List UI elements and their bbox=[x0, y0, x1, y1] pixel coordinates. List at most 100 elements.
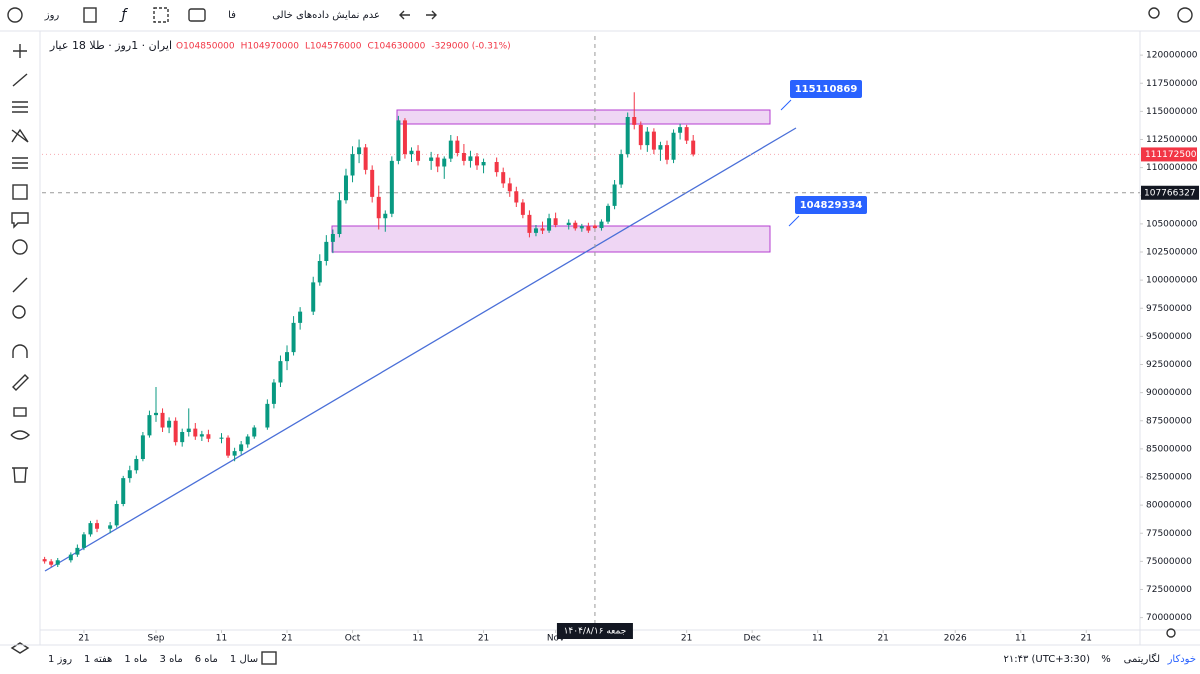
candle-body bbox=[579, 226, 584, 229]
candle-body bbox=[311, 282, 316, 312]
log-button[interactable]: لگاریتمی bbox=[1124, 653, 1160, 665]
pattern-tool[interactable] bbox=[11, 128, 29, 143]
candle-body bbox=[533, 228, 538, 233]
candle-body bbox=[370, 169, 375, 197]
layout-button[interactable] bbox=[153, 7, 169, 23]
settings-button[interactable] bbox=[1177, 7, 1193, 23]
crosshair-tool[interactable] bbox=[13, 44, 27, 58]
redo-button[interactable] bbox=[426, 10, 437, 20]
hide-tool[interactable] bbox=[10, 430, 31, 440]
y-tick-label: 92500000 bbox=[1146, 360, 1192, 370]
candle-body bbox=[193, 428, 198, 437]
x-tick-label: 21 bbox=[681, 634, 692, 644]
candle-body bbox=[199, 434, 204, 437]
candle-body bbox=[291, 322, 296, 353]
screenshot-button[interactable] bbox=[188, 8, 206, 22]
candle-body bbox=[167, 420, 172, 428]
candle-body bbox=[625, 117, 630, 155]
candle-body bbox=[140, 435, 145, 459]
y-tick-label: 105000000 bbox=[1146, 219, 1198, 229]
range-button[interactable]: 1 ماه bbox=[124, 654, 147, 665]
y-tick-label: 110000000 bbox=[1146, 163, 1198, 173]
fib-tool[interactable] bbox=[12, 101, 28, 113]
range-button[interactable]: 1 سال bbox=[230, 654, 258, 665]
range-button[interactable]: 1 هفته bbox=[84, 654, 112, 665]
candle-body bbox=[153, 412, 158, 416]
candle-body bbox=[435, 157, 440, 167]
candle-body bbox=[409, 150, 414, 155]
lock-tool[interactable] bbox=[13, 407, 27, 417]
add-symbol-button[interactable] bbox=[7, 7, 23, 23]
candle-body bbox=[95, 523, 100, 529]
shape-tool[interactable] bbox=[12, 184, 28, 200]
text-tool[interactable] bbox=[11, 212, 29, 229]
measure-tool[interactable] bbox=[12, 277, 28, 293]
candle-body bbox=[442, 158, 447, 167]
candle-body bbox=[396, 120, 401, 161]
range-button[interactable]: 1 روز bbox=[48, 654, 72, 665]
candle-body bbox=[514, 191, 519, 203]
candle-body bbox=[206, 434, 211, 439]
undo-button[interactable] bbox=[399, 10, 410, 20]
candle-body bbox=[520, 202, 525, 215]
candle-body bbox=[252, 427, 257, 437]
range-selector: 1 روز 1 هفته 1 ماه 3 ماه 6 ماه 1 سال bbox=[48, 654, 258, 665]
emoji-tool[interactable] bbox=[12, 239, 28, 255]
prediction-tool[interactable] bbox=[12, 157, 28, 169]
indicators-button[interactable]: ƒ bbox=[119, 7, 129, 23]
candle-body bbox=[475, 156, 480, 166]
crosshair-date-tag bbox=[556, 623, 633, 639]
candle-body bbox=[383, 213, 388, 219]
last-price-tag bbox=[1141, 147, 1197, 162]
x-tick-label: Dec bbox=[743, 634, 760, 644]
candle-body bbox=[481, 162, 486, 166]
candle-body bbox=[507, 183, 512, 192]
ohlc-value: H104970000 bbox=[241, 42, 300, 52]
range-button[interactable]: 3 ماه bbox=[160, 654, 183, 665]
x-tick-label: Nov bbox=[547, 634, 565, 644]
candle-body bbox=[68, 554, 73, 561]
candle-body bbox=[350, 154, 355, 176]
candle-body bbox=[389, 160, 394, 214]
x-tick-label: Oct bbox=[345, 634, 361, 644]
price-tag bbox=[790, 80, 862, 98]
x-tick-label: 11 bbox=[216, 634, 227, 644]
x-tick-label: 21 bbox=[281, 634, 292, 644]
percent-button[interactable]: % bbox=[1101, 654, 1111, 665]
axis-settings-button[interactable] bbox=[1166, 628, 1176, 638]
search-button[interactable] bbox=[1148, 7, 1160, 19]
y-tick-label: 70000000 bbox=[1146, 613, 1192, 623]
candle-body bbox=[186, 428, 191, 432]
resistance-zone bbox=[396, 109, 771, 125]
y-tick-label: 112500000 bbox=[1146, 135, 1198, 145]
y-tick-label: 120000000 bbox=[1146, 51, 1198, 61]
candle-body bbox=[88, 523, 93, 535]
plot bbox=[42, 36, 1140, 630]
candle-body bbox=[160, 412, 165, 428]
auto-button[interactable]: خودکار bbox=[1167, 654, 1196, 665]
draw-mode-tool[interactable] bbox=[12, 374, 29, 391]
x-tick-label: 11 bbox=[812, 634, 823, 644]
candle-body bbox=[501, 172, 506, 184]
candle-body bbox=[468, 156, 473, 161]
date-range-button[interactable] bbox=[261, 651, 277, 665]
range-button[interactable]: 6 ماه bbox=[195, 654, 218, 665]
zoom-tool[interactable] bbox=[12, 305, 26, 319]
chart-type-button[interactable] bbox=[83, 7, 97, 23]
candle-body bbox=[678, 127, 683, 133]
candle-body bbox=[651, 131, 656, 150]
magnet-tool[interactable] bbox=[12, 344, 28, 358]
hide-empty-button[interactable]: عدم نمایش داده‌های خالی bbox=[272, 10, 380, 21]
candle-body bbox=[271, 382, 276, 404]
last-price-label: 111172500 bbox=[1145, 150, 1197, 160]
candle-body bbox=[664, 145, 669, 160]
candle-body bbox=[173, 420, 178, 443]
candle-body bbox=[343, 175, 348, 201]
trendline-tool[interactable] bbox=[12, 73, 28, 87]
candle-body bbox=[180, 432, 185, 443]
delete-tool[interactable] bbox=[12, 467, 28, 483]
interval-button[interactable]: روز bbox=[44, 10, 60, 21]
language-button[interactable]: فا bbox=[228, 10, 236, 21]
